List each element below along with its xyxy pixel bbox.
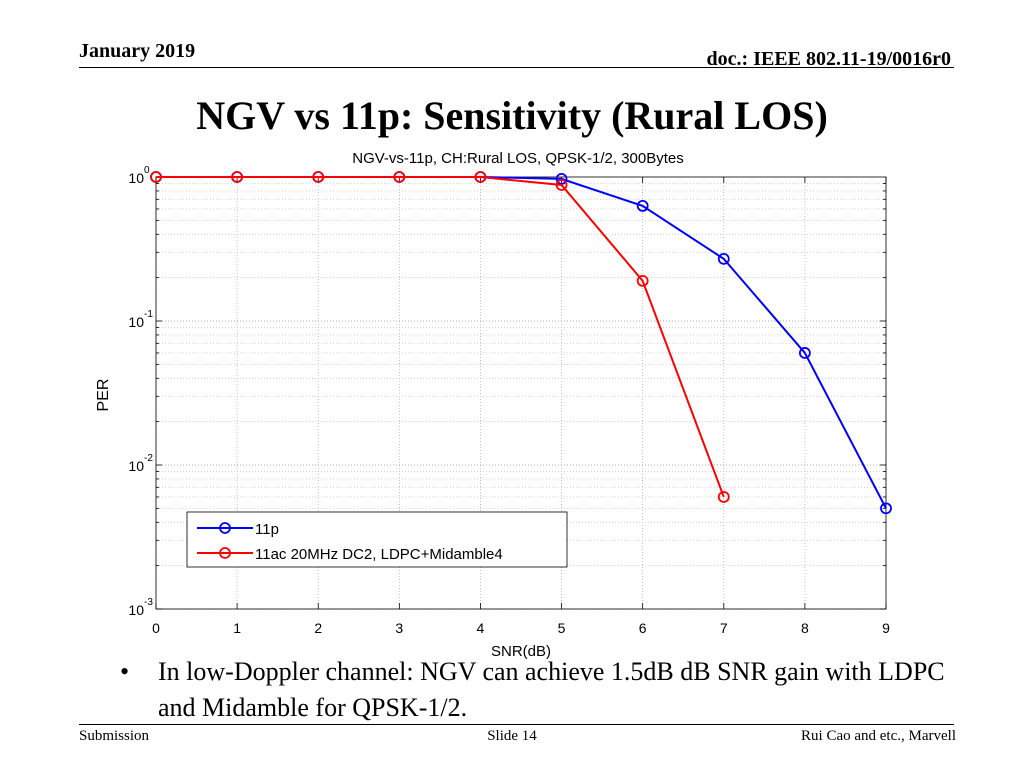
header-doc-id: doc.: IEEE 802.11-19/0016r0: [706, 48, 951, 70]
bullet-text: In low-Doppler channel: NGV can achieve …: [158, 657, 945, 722]
series-2-point: [150, 171, 162, 183]
series-2-point: [231, 171, 244, 183]
y-tick-label-base: 10: [128, 602, 144, 618]
footer-slide-number: Slide 14: [487, 728, 537, 744]
y-tick-label-exponent: -3: [144, 597, 153, 608]
y-tick-label-base: 10: [128, 314, 144, 330]
header-divider: [79, 67, 954, 68]
footer-submission: Submission: [79, 728, 150, 744]
x-tick-label: 9: [882, 620, 890, 636]
x-tick-label: 7: [720, 620, 728, 636]
x-tick-label: 3: [395, 620, 403, 636]
series-2-point: [717, 491, 730, 503]
y-tick-label-exponent: -2: [144, 453, 153, 464]
chart-title: NGV-vs-11p, CH:Rural LOS, QPSK-1/2, 300B…: [352, 150, 684, 167]
legend-marker-1: [219, 522, 231, 534]
series-1-point: [636, 199, 649, 212]
footer-author: Rui Cao and etc., Marvell: [801, 728, 956, 744]
legend-label-1: 11p: [255, 521, 279, 538]
y-axis-label: PER: [95, 379, 112, 412]
x-tick-label: 5: [558, 620, 566, 636]
slide-title: NGV vs 11p: Sensitivity (Rural LOS): [196, 93, 828, 138]
series-2-point: [393, 171, 406, 183]
footer-divider: [79, 724, 954, 725]
series-1-point: [555, 173, 568, 185]
series-2-point: [312, 171, 325, 183]
series-2-point: [474, 171, 487, 183]
x-axis-label: SNR(dB): [491, 643, 551, 660]
series-line-2: [156, 176, 725, 498]
legend-box: [186, 511, 568, 568]
legend-label-2: 11ac 20MHz DC2, LDPC+Midamble4: [255, 546, 503, 563]
bullet-marker: •: [120, 657, 130, 686]
series-1-point: [798, 347, 811, 359]
header-date: January 2019: [79, 40, 196, 62]
x-tick-label: 6: [639, 620, 647, 636]
series-1-point: [880, 502, 892, 515]
x-tick-label: 2: [314, 620, 322, 636]
legend-marker-2: [219, 547, 231, 559]
x-tick-label: 8: [801, 620, 809, 636]
series-2-point: [555, 179, 568, 191]
y-tick-label-base: 10: [128, 170, 144, 186]
series-1-point: [717, 252, 730, 265]
x-tick-label: 1: [233, 620, 241, 636]
x-tick-label: 4: [477, 620, 485, 636]
x-tick-label: 0: [152, 620, 160, 636]
y-tick-label-exponent: 0: [144, 165, 150, 176]
y-tick-label-exponent: -1: [144, 309, 153, 320]
series-2-point: [636, 274, 649, 287]
y-tick-label-base: 10: [128, 458, 144, 474]
